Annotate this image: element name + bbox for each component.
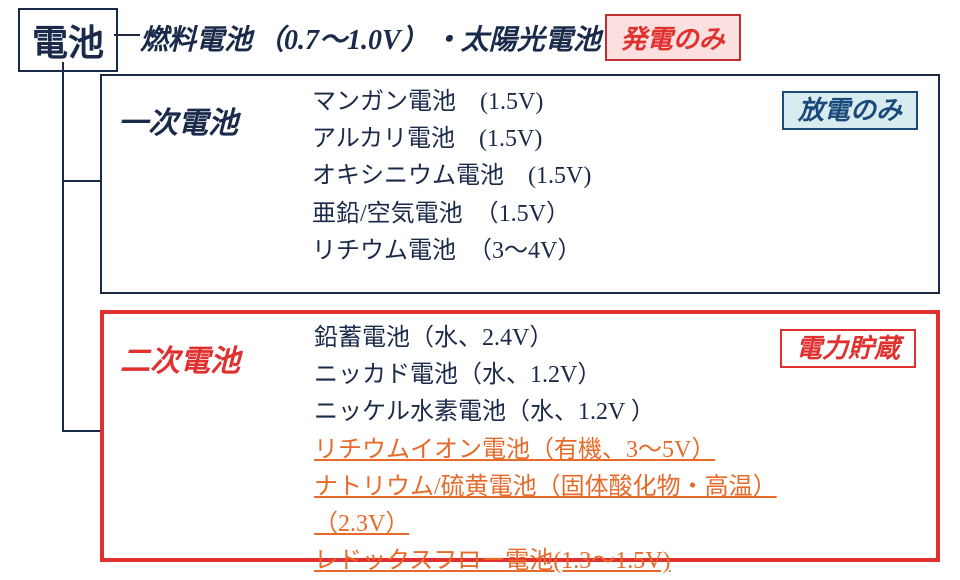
connector-line (62, 180, 100, 182)
solar-cell-label: ・太陽光電池 (433, 18, 601, 58)
battery-item-highlight: （2.3V） (314, 506, 777, 543)
generation-only-badge: 発電のみ (605, 14, 741, 61)
battery-item: ニッカド電池（水、1.2V） (314, 357, 777, 394)
battery-item: マンガン電池 (1.5V) (312, 84, 591, 121)
battery-item-highlight: リチウムイオン電池（有機、3～5V） (314, 432, 777, 469)
fuel-cell-voltage: （0.7～1.0V） (256, 18, 429, 58)
battery-item: オキシニウム電池 (1.5V) (312, 158, 591, 195)
fuel-cell-label: 燃料電池 (140, 18, 252, 58)
secondary-item-list: 鉛蓄電池（水、2.4V） ニッカド電池（水、1.2V） ニッケル水素電池（水、1… (314, 320, 777, 580)
tree-vertical-line (62, 62, 64, 432)
connector-line (62, 430, 100, 432)
secondary-battery-panel: 二次電池 電力貯蔵 鉛蓄電池（水、2.4V） ニッカド電池（水、1.2V） ニッ… (100, 310, 940, 562)
primary-item-list: マンガン電池 (1.5V) アルカリ電池 (1.5V) オキシニウム電池 (1.… (312, 84, 591, 270)
battery-item: アルカリ電池 (1.5V) (312, 121, 591, 158)
top-row: 燃料電池 （0.7～1.0V） ・太陽光電池 発電のみ (140, 14, 741, 61)
battery-item: ニッケル水素電池（水、1.2V ） (314, 394, 777, 431)
connector-line (114, 34, 140, 36)
primary-battery-panel: 一次電池 放電のみ マンガン電池 (1.5V) アルカリ電池 (1.5V) オキ… (100, 74, 940, 294)
power-storage-badge: 電力貯蔵 (780, 329, 916, 368)
secondary-title: 二次電池 (120, 336, 240, 380)
battery-item-highlight: レドックスフロー電池(1.3～1.5V) (314, 543, 777, 580)
battery-item: 鉛蓄電池（水、2.4V） (314, 320, 777, 357)
discharge-only-badge: 放電のみ (782, 91, 918, 130)
root-node: 電池 (18, 8, 118, 72)
battery-item: リチウム電池 （3～4V） (312, 233, 591, 270)
battery-item-highlight: ナトリウム/硫黄電池（固体酸化物・高温） (314, 469, 777, 506)
primary-title: 一次電池 (118, 98, 238, 142)
battery-item: 亜鉛/空気電池 （1.5V） (312, 196, 591, 233)
